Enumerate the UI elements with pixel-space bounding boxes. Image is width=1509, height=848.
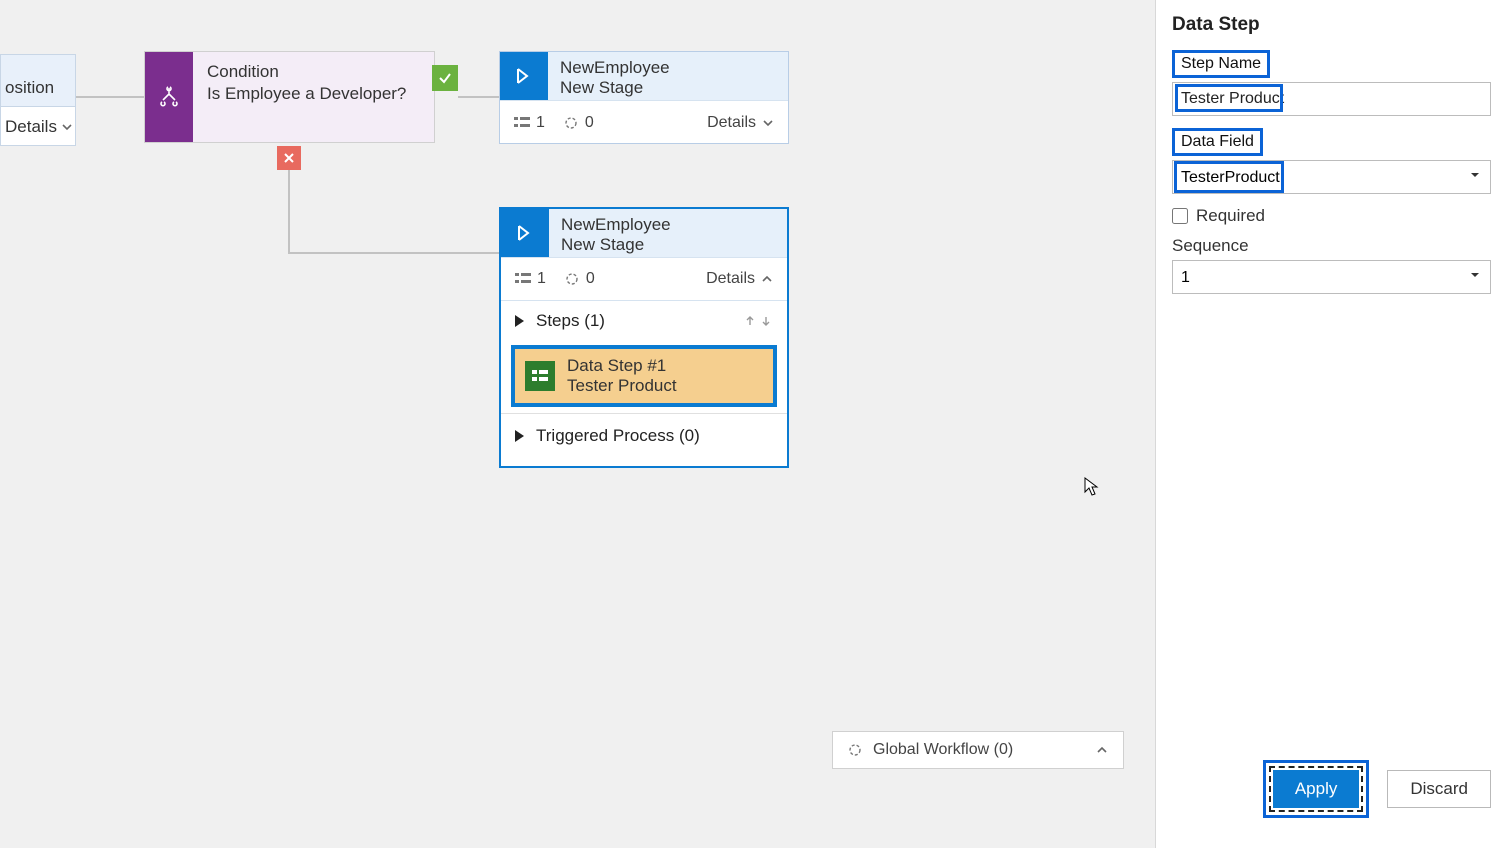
- data-step-sub: Tester Product: [567, 376, 677, 396]
- condition-icon: [157, 85, 181, 109]
- stage-entity: NewEmployee: [561, 215, 775, 235]
- condition-label: Condition: [207, 62, 420, 82]
- arrow-down-icon: [759, 314, 773, 328]
- condition-node[interactable]: Condition Is Employee a Developer?: [144, 51, 435, 143]
- condition-true-badge: [432, 65, 458, 91]
- stage-header-body: NewEmployee New Stage: [549, 209, 787, 257]
- global-workflow-label: Global Workflow (0): [873, 741, 1013, 759]
- stage-header: NewEmployee New Stage: [500, 52, 788, 100]
- stage-header: NewEmployee New Stage: [501, 209, 787, 257]
- apply-button[interactable]: Apply: [1273, 770, 1360, 808]
- condition-icon-bar: [145, 52, 193, 142]
- stage-workflow-count: 0: [563, 114, 594, 132]
- steps-header-label: Steps (1): [536, 311, 605, 331]
- condition-question: Is Employee a Developer?: [207, 84, 420, 104]
- form-icon: [531, 368, 549, 384]
- step-count-value: 1: [537, 270, 546, 288]
- sequence-label: Sequence: [1172, 236, 1491, 256]
- details-label: Details: [5, 117, 57, 137]
- triggered-process-label: Triggered Process (0): [536, 426, 700, 446]
- details-label: Details: [706, 270, 755, 288]
- properties-panel: Data Step Step Name Data Field TesterPro…: [1155, 0, 1509, 848]
- required-label: Required: [1196, 206, 1265, 226]
- cursor-icon: [1084, 477, 1100, 497]
- cycle-icon: [564, 271, 580, 287]
- cycle-icon: [563, 115, 579, 131]
- stage-chevron-icon: [514, 222, 536, 244]
- stage-node[interactable]: NewEmployee New Stage 1 0 Details: [499, 51, 789, 144]
- required-row[interactable]: Required: [1172, 206, 1491, 226]
- data-field-label: Data Field: [1172, 128, 1263, 156]
- stage-node-partial[interactable]: osition Details: [0, 54, 76, 146]
- focus-ring: Apply: [1269, 766, 1364, 812]
- stage-workflow-count: 0: [564, 270, 595, 288]
- stage-header-body: NewEmployee New Stage: [548, 52, 788, 100]
- required-checkbox[interactable]: [1172, 208, 1188, 224]
- chevron-up-icon: [1095, 743, 1109, 757]
- panel-title: Data Step: [1172, 14, 1491, 36]
- connector: [458, 96, 499, 98]
- stage-meta-row: 1 0 Details: [500, 100, 788, 144]
- data-field-select[interactable]: TesterProduct: [1172, 160, 1491, 194]
- chevron-down-icon: [762, 117, 774, 129]
- data-step-item-selected[interactable]: Data Step #1 Tester Product: [511, 345, 777, 407]
- stage-node-selected[interactable]: NewEmployee New Stage 1 0 Details Steps …: [499, 207, 789, 468]
- connector: [76, 96, 144, 98]
- stage-step-count: 1: [515, 270, 546, 288]
- workflow-count-value: 0: [586, 270, 595, 288]
- triggered-process-row[interactable]: Triggered Process (0): [501, 413, 787, 457]
- stage-name: New Stage: [560, 78, 776, 98]
- arrow-up-icon: [743, 314, 757, 328]
- chevron-down-icon: [61, 121, 73, 133]
- workflow-canvas[interactable]: osition Details Condition Is Employee a …: [0, 0, 1155, 848]
- condition-body: Condition Is Employee a Developer?: [193, 52, 434, 142]
- stage-icon-bar: [500, 52, 548, 100]
- details-label: Details: [707, 114, 756, 132]
- connector: [288, 170, 290, 252]
- stage-name: New Stage: [561, 235, 775, 255]
- reorder-arrows[interactable]: [743, 314, 773, 328]
- workflow-count-value: 0: [585, 114, 594, 132]
- collapse-icon: [515, 430, 524, 442]
- x-icon: [282, 151, 296, 165]
- connector: [288, 252, 499, 254]
- step-name-label: Step Name: [1172, 50, 1270, 78]
- stage-step-count: 1: [514, 114, 545, 132]
- details-toggle[interactable]: Details: [707, 114, 774, 132]
- stage-chevron-icon: [513, 65, 535, 87]
- global-workflow-bar[interactable]: Global Workflow (0): [832, 731, 1124, 769]
- steps-header-row[interactable]: Steps (1): [501, 301, 787, 341]
- stage-entity: NewEmployee: [560, 58, 776, 78]
- check-icon: [437, 70, 453, 86]
- highlight-box: Apply: [1263, 760, 1370, 818]
- data-step-text: Data Step #1 Tester Product: [567, 356, 677, 396]
- data-step-icon: [525, 361, 555, 391]
- chevron-up-icon: [761, 273, 773, 285]
- step-name-input[interactable]: [1172, 82, 1491, 116]
- stage-meta-row: 1 0 Details: [501, 257, 787, 301]
- cycle-icon: [847, 742, 863, 758]
- step-count-value: 1: [536, 114, 545, 132]
- stage-icon-bar: [501, 209, 549, 257]
- details-toggle[interactable]: Details: [706, 270, 773, 288]
- data-step-title: Data Step #1: [567, 356, 677, 376]
- details-toggle[interactable]: Details: [1, 107, 75, 147]
- list-icon: [515, 272, 531, 286]
- list-icon: [514, 116, 530, 130]
- stage-title-partial: osition: [1, 55, 75, 107]
- sequence-select[interactable]: 1: [1172, 260, 1491, 294]
- condition-false-badge: [277, 146, 301, 170]
- collapse-icon: [515, 315, 524, 327]
- discard-button[interactable]: Discard: [1387, 770, 1491, 808]
- panel-button-row: Apply Discard: [1263, 760, 1491, 818]
